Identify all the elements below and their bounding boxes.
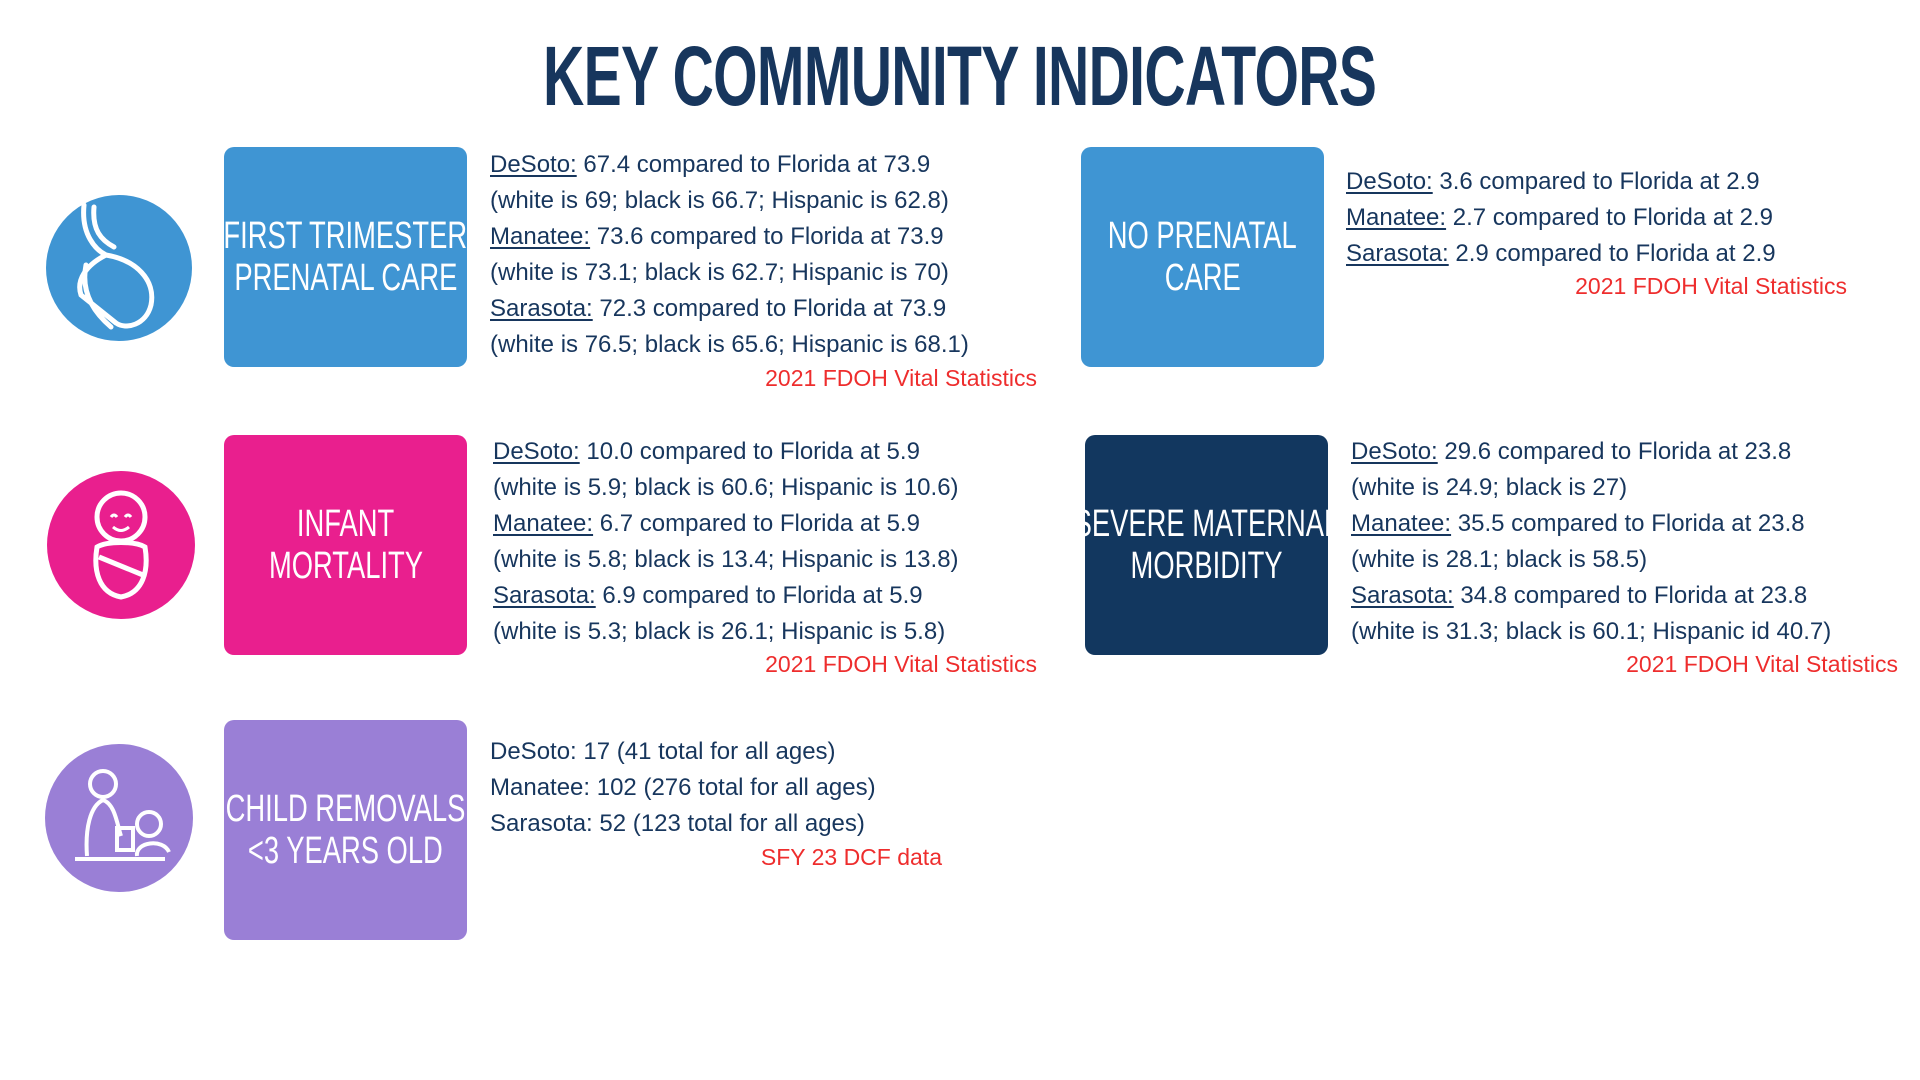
source-note: SFY 23 DCF data	[760, 844, 942, 870]
line-text: 2.9 compared to Florida at 2.9	[1448, 240, 1776, 267]
indicator-box: FIRST TRIMESTER PRENATAL CARE	[224, 147, 467, 367]
text-line: DeSoto: 10.0 compared to Florida at 5.9	[493, 434, 959, 470]
text-line: DeSoto: 17 (41 total for all ages)	[490, 734, 876, 770]
source-note: 2021 FDOH Vital Statistics	[1626, 651, 1898, 677]
text-line: (white is 28.1; black is 58.5)	[1351, 542, 1831, 578]
text-line: (white is 76.5; black is 65.6; Hispanic …	[490, 327, 969, 363]
county-name: Manatee:	[490, 223, 591, 250]
indicator-text: DeSoto: 17 (41 total for all ages) Manate…	[490, 734, 876, 842]
line-text: (white is 76.5; black is 65.6; Hispanic …	[490, 331, 969, 358]
county-name: DeSoto:	[493, 438, 580, 465]
text-line: Manatee: 2.7 compared to Florida at 2.9	[1346, 200, 1776, 236]
county-name: Sarasota:	[493, 582, 596, 609]
indicator-label: SEVERE MATERNAL	[1073, 503, 1340, 545]
line-text: (white is 69; black is 66.7; Hispanic is…	[490, 187, 949, 214]
text-line: Sarasota: 6.9 compared to Florida at 5.9	[493, 578, 959, 614]
county-name: Manatee:	[1346, 204, 1447, 231]
line-text: 3.6 compared to Florida at 2.9	[1432, 168, 1760, 195]
indicator-label: CARE	[1164, 257, 1241, 299]
indicator-box: NO PRENATAL CARE	[1081, 147, 1324, 367]
text-line: (white is 24.9; black is 27)	[1351, 470, 1831, 506]
line-text: 34.8 compared to Florida at 23.8	[1453, 582, 1808, 609]
county-name: DeSoto:	[1351, 438, 1438, 465]
indicator-text: DeSoto: 3.6 compared to Florida at 2.9 Ma…	[1346, 164, 1776, 272]
text-line: Manatee: 35.5 compared to Florida at 23.…	[1351, 506, 1831, 542]
line-text: Sarasota: 52 (123 total for all ages)	[490, 810, 865, 837]
indicator-label: NO PRENATAL	[1107, 215, 1298, 257]
indicator-text: DeSoto: 10.0 compared to Florida at 5.9 (…	[493, 434, 959, 650]
text-line: DeSoto: 29.6 compared to Florida at 23.8	[1351, 434, 1831, 470]
text-line: Sarasota: 2.9 compared to Florida at 2.9	[1346, 236, 1776, 272]
line-text: 6.7 compared to Florida at 5.9	[593, 510, 920, 537]
indicator-text: DeSoto: 67.4 compared to Florida at 73.9…	[490, 147, 969, 363]
county-name: DeSoto:	[490, 151, 577, 178]
title-text: KEY COMMUNITY INDICATORS	[543, 29, 1377, 123]
child-icon	[45, 744, 193, 892]
source-note: 2021 FDOH Vital Statistics	[1575, 273, 1847, 299]
source-note: 2021 FDOH Vital Statistics	[765, 651, 1037, 677]
indicator-label: MORBIDITY	[1130, 545, 1283, 587]
text-line: (white is 73.1; black is 62.7; Hispanic …	[490, 255, 969, 291]
indicator-label: FIRST TRIMESTER	[223, 215, 468, 257]
line-text: 67.4 compared to Florida at 73.9	[576, 151, 931, 178]
source-note: 2021 FDOH Vital Statistics	[765, 365, 1037, 391]
line-text: 35.5 compared to Florida at 23.8	[1451, 510, 1805, 537]
text-line: (white is 31.3; black is 60.1; Hispanic …	[1351, 614, 1831, 650]
indicator-text: DeSoto: 29.6 compared to Florida at 23.8…	[1351, 434, 1831, 650]
county-name: Sarasota:	[1346, 240, 1449, 267]
text-line: Sarasota: 52 (123 total for all ages)	[490, 806, 876, 842]
line-text: (white is 5.8; black is 13.4; Hispanic i…	[493, 546, 959, 573]
indicator-label: CHILD REMOVALS	[225, 788, 466, 830]
indicator-box: CHILD REMOVALS <3 YEARS OLD	[224, 720, 467, 940]
text-line: (white is 5.9; black is 60.6; Hispanic i…	[493, 470, 959, 506]
line-text: (white is 28.1; black is 58.5)	[1351, 546, 1648, 573]
line-text: 29.6 compared to Florida at 23.8	[1437, 438, 1792, 465]
indicator-box: INFANT MORTALITY	[224, 435, 467, 655]
text-line: Sarasota: 34.8 compared to Florida at 23…	[1351, 578, 1831, 614]
county-name: Sarasota:	[490, 295, 593, 322]
line-text: DeSoto: 17 (41 total for all ages)	[490, 738, 836, 765]
line-text: 72.3 compared to Florida at 73.9	[592, 295, 947, 322]
indicator-label: MORTALITY	[268, 545, 423, 587]
line-text: (white is 5.9; black is 60.6; Hispanic i…	[493, 474, 959, 501]
text-line: (white is 5.3; black is 26.1; Hispanic i…	[493, 614, 959, 650]
indicator-label: INFANT	[296, 503, 395, 545]
line-text: 10.0 compared to Florida at 5.9	[579, 438, 920, 465]
text-line: Manatee: 6.7 compared to Florida at 5.9	[493, 506, 959, 542]
baby-icon	[47, 471, 195, 619]
line-text: 6.9 compared to Florida at 5.9	[595, 582, 923, 609]
line-text: 73.6 compared to Florida at 73.9	[590, 223, 944, 250]
pregnancy-icon	[46, 195, 192, 341]
text-line: (white is 5.8; black is 13.4; Hispanic i…	[493, 542, 959, 578]
county-name: Manatee:	[1351, 510, 1452, 537]
line-text: (white is 5.3; black is 26.1; Hispanic i…	[493, 618, 946, 645]
line-text: (white is 24.9; black is 27)	[1351, 474, 1628, 501]
county-name: DeSoto:	[1346, 168, 1433, 195]
indicator-label: <3 YEARS OLD	[248, 830, 443, 872]
line-text: Manatee: 102 (276 total for all ages)	[490, 774, 876, 801]
line-text: (white is 73.1; black is 62.7; Hispanic …	[490, 259, 949, 286]
indicator-label: PRENATAL CARE	[234, 257, 458, 299]
line-text: 2.7 compared to Florida at 2.9	[1446, 204, 1773, 231]
text-line: DeSoto: 3.6 compared to Florida at 2.9	[1346, 164, 1776, 200]
county-name: Sarasota:	[1351, 582, 1454, 609]
page-title: KEY COMMUNITY INDICATORS	[0, 34, 1920, 118]
indicator-box: SEVERE MATERNAL MORBIDITY	[1074, 435, 1339, 655]
text-line: Sarasota: 72.3 compared to Florida at 73…	[490, 291, 969, 327]
line-text: (white is 31.3; black is 60.1; Hispanic …	[1351, 618, 1832, 645]
text-line: (white is 69; black is 66.7; Hispanic is…	[490, 183, 969, 219]
text-line: DeSoto: 67.4 compared to Florida at 73.9	[490, 147, 969, 183]
text-line: Manatee: 73.6 compared to Florida at 73.…	[490, 219, 969, 255]
text-line: Manatee: 102 (276 total for all ages)	[490, 770, 876, 806]
county-name: Manatee:	[493, 510, 594, 537]
